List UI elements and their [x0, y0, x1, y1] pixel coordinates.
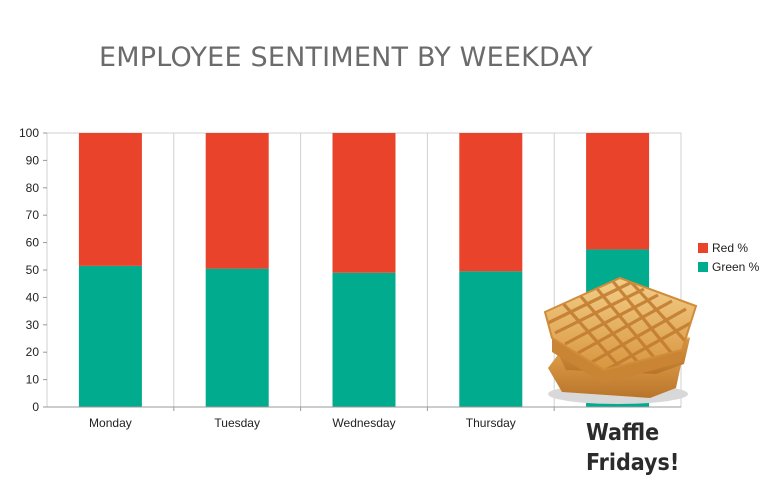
- waffle-fridays-label-line2: Fridays!: [586, 450, 679, 476]
- y-tick-label: 0: [32, 400, 39, 414]
- y-tick-label: 40: [26, 290, 40, 304]
- bar-red-monday: [78, 133, 142, 266]
- bar-green-thursday: [459, 271, 523, 407]
- bar-red-tuesday: [205, 133, 269, 269]
- x-tick-label: Thursday: [466, 416, 516, 430]
- legend-label: Green %: [712, 260, 760, 274]
- bar-green-wednesday: [332, 272, 396, 407]
- x-tick-label: Wednesday: [332, 416, 395, 430]
- y-tick-label: 80: [26, 181, 40, 195]
- chart-bars: [78, 133, 650, 407]
- chart-legend: Red % Green %: [698, 241, 760, 274]
- y-tick-label: 60: [26, 236, 40, 250]
- legend-swatch: [698, 262, 708, 272]
- chart-title: EMPLOYEE SENTIMENT BY WEEKDAY: [99, 42, 593, 73]
- y-tick-label: 90: [26, 153, 40, 167]
- y-tick-label: 20: [26, 345, 40, 359]
- waffle-stack-image: [543, 276, 698, 404]
- y-tick-label: 30: [26, 318, 40, 332]
- chart-axes: 0 10 20 30 40 50 60 70 80 90 100 Monday Tuesday Wedne…: [19, 126, 681, 430]
- bar-green-monday: [78, 265, 142, 407]
- legend-label: Red %: [712, 241, 748, 255]
- bar-red-wednesday: [332, 133, 396, 273]
- y-tick-label: 50: [26, 263, 40, 277]
- y-tick-label: 100: [19, 126, 39, 140]
- bar-green-tuesday: [205, 268, 269, 407]
- waffle-fridays-label-line1: Waffle: [586, 420, 659, 446]
- y-tick-label: 70: [26, 208, 40, 222]
- x-tick-label: Monday: [89, 416, 132, 430]
- x-tick-label: Tuesday: [214, 416, 260, 430]
- legend-swatch: [698, 243, 708, 253]
- bar-red-thursday: [459, 133, 523, 272]
- y-tick-label: 10: [26, 373, 40, 387]
- bar-red-friday: [586, 133, 650, 250]
